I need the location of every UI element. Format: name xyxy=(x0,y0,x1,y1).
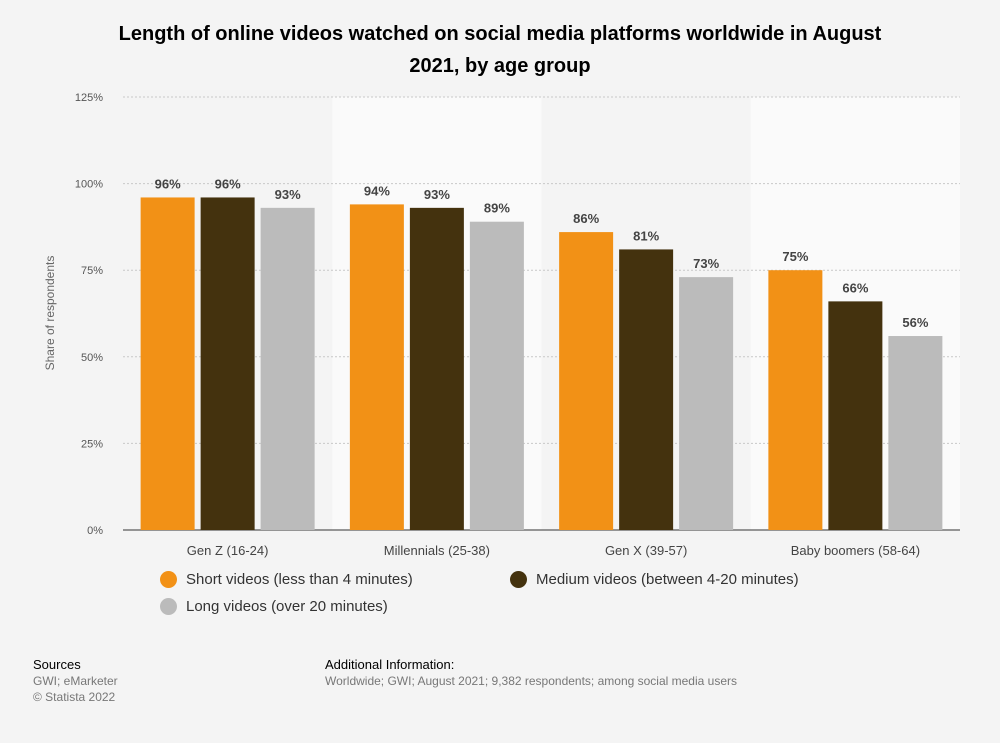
sources-line-1: GWI; eMarketer xyxy=(33,674,118,688)
legend-swatch-long xyxy=(160,598,177,615)
bar xyxy=(140,197,195,530)
data-label: 75% xyxy=(782,249,808,264)
legend-label-medium: Medium videos (between 4-20 minutes) xyxy=(536,571,799,588)
bar xyxy=(619,249,674,530)
additional-info-block: Additional Information: Worldwide; GWI; … xyxy=(325,657,737,689)
data-label: 73% xyxy=(693,256,719,271)
sources-heading: Sources xyxy=(33,657,81,672)
bar xyxy=(768,270,823,530)
x-tick-label: Gen Z (16-24) xyxy=(187,543,269,558)
data-label: 86% xyxy=(573,211,599,226)
legend-item-long[interactable]: Long videos (over 20 minutes) xyxy=(160,598,388,615)
chart-title: Length of online videos watched on socia… xyxy=(118,23,882,77)
data-label: 66% xyxy=(842,280,868,295)
y-axis-label: Share of respondents xyxy=(43,256,57,371)
legend-label-long: Long videos (over 20 minutes) xyxy=(186,598,388,615)
y-tick-label: 0% xyxy=(87,525,103,537)
legend-item-medium[interactable]: Medium videos (between 4-20 minutes) xyxy=(510,571,799,588)
bar xyxy=(409,207,464,530)
data-label: 56% xyxy=(902,315,928,330)
x-tick-label: Millennials (25-38) xyxy=(384,543,490,558)
bar xyxy=(679,277,734,530)
x-tick-label: Baby boomers (58-64) xyxy=(791,543,920,558)
data-label: 93% xyxy=(275,187,301,202)
y-tick-label: 50% xyxy=(81,352,103,364)
y-tick-label: 125% xyxy=(75,92,103,104)
data-label: 96% xyxy=(215,176,241,191)
bar xyxy=(349,204,404,530)
bar-chart: 0% 25% 50% 75% 100% 125% Share of respondents 9… xyxy=(43,92,960,558)
bar xyxy=(200,197,255,530)
data-label: 93% xyxy=(424,187,450,202)
additional-info-heading: Additional Information: xyxy=(325,657,455,672)
bar xyxy=(559,232,614,530)
y-tick-label: 25% xyxy=(81,438,103,450)
y-tick-label: 75% xyxy=(81,265,103,277)
legend-swatch-medium xyxy=(510,571,527,588)
y-tick-label: 100% xyxy=(75,179,103,191)
bar xyxy=(260,207,315,530)
data-label: 89% xyxy=(484,201,510,216)
legend-swatch-short xyxy=(160,571,177,588)
sources-line-2: © Statista 2022 xyxy=(33,690,116,704)
legend-label-short: Short videos (less than 4 minutes) xyxy=(186,571,413,588)
legend-item-short[interactable]: Short videos (less than 4 minutes) xyxy=(160,571,413,588)
data-label: 81% xyxy=(633,228,659,243)
bar xyxy=(888,336,943,530)
sources-block: Sources GWI; eMarketer © Statista 2022 xyxy=(33,657,118,705)
bar xyxy=(828,301,883,530)
data-label: 96% xyxy=(155,176,181,191)
data-label: 94% xyxy=(364,183,390,198)
bar xyxy=(469,221,524,531)
x-tick-label: Gen X (39-57) xyxy=(605,543,687,558)
additional-info-text: Worldwide; GWI; August 2021; 9,382 respo… xyxy=(325,674,738,688)
